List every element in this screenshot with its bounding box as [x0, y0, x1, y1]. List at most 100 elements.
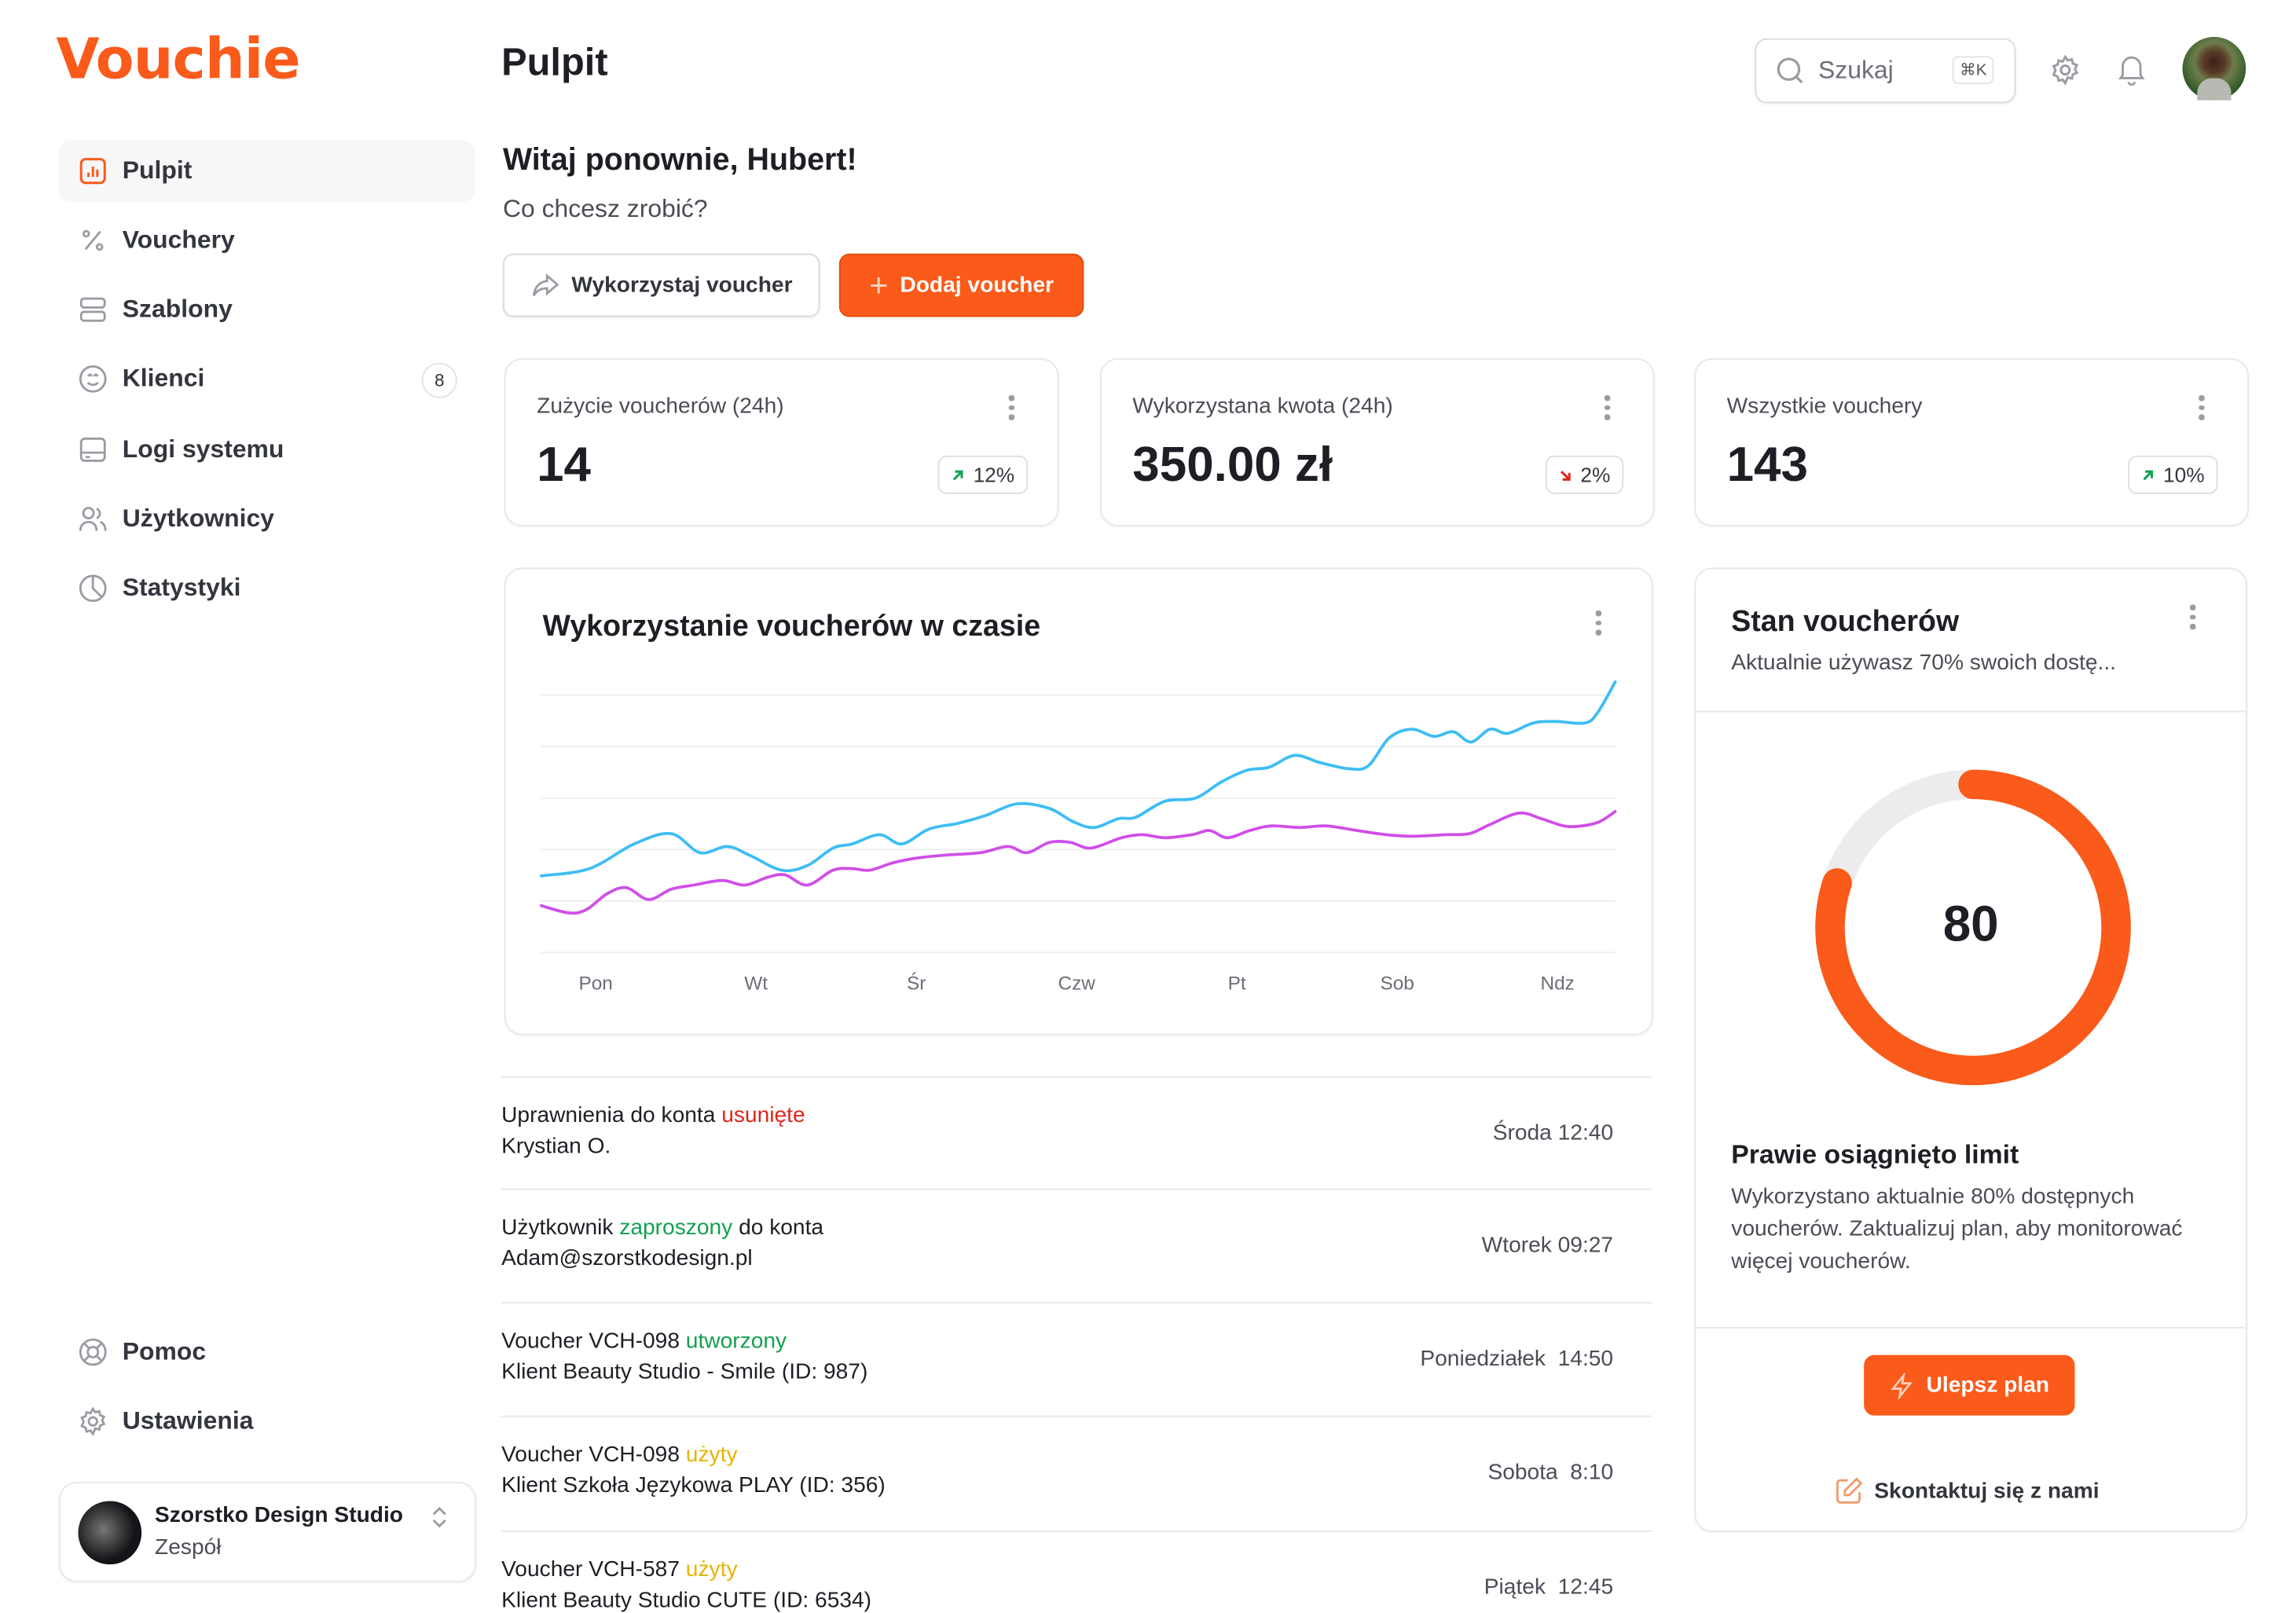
- trend-value: 2%: [1580, 463, 1611, 487]
- sidebar-item-label: Pulpit: [122, 156, 193, 185]
- stat-value: 14: [537, 436, 592, 491]
- share-arrow-icon: [532, 272, 559, 296]
- gauge-value: 80: [1942, 896, 1999, 953]
- divider: [501, 1415, 1652, 1417]
- limit-title: Prawie osiągnięto limit: [1731, 1139, 2019, 1170]
- trend-badge: 2%: [1545, 455, 1624, 494]
- more-options-icon[interactable]: [1604, 394, 1611, 424]
- series-line-1: [539, 680, 1617, 878]
- activity-status: zaproszony: [619, 1215, 733, 1241]
- stat-card: Zużycie voucherów (24h) 14 12%: [504, 358, 1059, 526]
- sidebar-item-vouchery[interactable]: Vouchery: [59, 209, 475, 271]
- divider: [1696, 1327, 2246, 1329]
- sidebar-item-label: Klienci: [122, 364, 205, 393]
- search-shortcut: ⌘K: [1952, 56, 1994, 84]
- more-options-icon[interactable]: [1008, 394, 1015, 424]
- activity-title: Voucher VCH-098 użyty: [501, 1442, 738, 1468]
- sidebar-item-szablony[interactable]: Szablony: [59, 279, 475, 341]
- lightning-icon: [1891, 1372, 1913, 1399]
- divider: [1696, 710, 2246, 713]
- arrow-down-right-icon: [1560, 470, 1571, 480]
- sidebar-item-uzytkownicy[interactable]: Użytkownicy: [59, 488, 475, 550]
- sidebar-item-label: Vouchery: [122, 225, 235, 254]
- logo[interactable]: Vouchie: [56, 26, 300, 92]
- percent-icon: [83, 229, 104, 251]
- gear-icon: [80, 1406, 106, 1436]
- activity-status: użyty: [685, 1556, 738, 1582]
- edit-icon: [1836, 1477, 1863, 1504]
- trend-badge: 12%: [937, 455, 1029, 494]
- upgrade-plan-label: Ulepsz plan: [1926, 1373, 2049, 1399]
- activity-item[interactable]: Uprawnienia do konta usunięte Krystian O…: [501, 1103, 1652, 1159]
- x-tick-label: Wt: [744, 973, 768, 994]
- activity-item[interactable]: Voucher VCH-587 użyty Klient Beauty Stud…: [501, 1557, 1652, 1613]
- activity-item[interactable]: Użytkownik zaproszony do konta Adam@szor…: [501, 1215, 1652, 1270]
- usage-gauge: [1815, 769, 2131, 1086]
- sidebar-item-statystyki[interactable]: Statystyki: [59, 557, 475, 619]
- stat-label: Wykorzystana kwota (24h): [1132, 394, 1393, 419]
- templates-icon: [79, 297, 106, 322]
- add-voucher-button[interactable]: + Dodaj voucher: [838, 253, 1084, 317]
- sidebar-item-label: Szablony: [122, 295, 233, 323]
- sidebar-item-label: Ustawienia: [122, 1406, 254, 1435]
- upgrade-plan-button[interactable]: Ulepsz plan: [1864, 1355, 2075, 1416]
- clients-count-badge: 8: [421, 362, 457, 398]
- redeem-voucher-label: Wykorzystaj voucher: [571, 273, 793, 299]
- team-role: Zespół: [155, 1534, 222, 1560]
- divider: [501, 1302, 1652, 1304]
- activity-status: użyty: [685, 1442, 738, 1468]
- sidebar-item-label: Pomoc: [122, 1337, 207, 1366]
- bar-chart-icon: [79, 158, 106, 185]
- sidebar-item-label: Logi systemu: [122, 434, 284, 464]
- search-icon: [1777, 57, 1803, 84]
- add-voucher-label: Dodaj voucher: [900, 273, 1054, 299]
- avatar[interactable]: [2182, 36, 2246, 101]
- team-name: Szorstko Design Studio: [155, 1502, 404, 1528]
- activity-time: Piątek 12:45: [1484, 1575, 1614, 1600]
- search-input[interactable]: Szukaj ⌘K: [1755, 38, 2016, 104]
- status-title: Stan voucherów: [1731, 606, 1960, 639]
- more-options-icon[interactable]: [2189, 604, 2196, 633]
- sidebar-item-ustawienia[interactable]: Ustawienia: [59, 1391, 475, 1453]
- hard-drive-icon: [79, 437, 106, 462]
- more-options-icon[interactable]: [2199, 394, 2205, 424]
- stat-label: Wszystkie vouchery: [1726, 394, 1923, 419]
- activity-time: Środa 12:40: [1492, 1120, 1614, 1146]
- plus-icon: +: [869, 266, 889, 303]
- x-tick-label: Śr: [907, 972, 926, 994]
- activity-title: Użytkownik zaproszony do konta: [501, 1215, 824, 1241]
- activity-status: usunięte: [721, 1102, 805, 1128]
- trend-badge: 10%: [2128, 455, 2218, 494]
- divider: [501, 1531, 1652, 1532]
- team-switcher[interactable]: Szorstko Design Studio Zespół: [59, 1482, 477, 1582]
- search-placeholder: Szukaj: [1817, 56, 1894, 84]
- more-options-icon[interactable]: [1595, 610, 1602, 640]
- pie-chart-icon: [79, 574, 107, 603]
- sidebar-item-logi-systemu[interactable]: Logi systemu: [59, 419, 475, 481]
- sidebar-item-klienci[interactable]: Klienci 8: [59, 348, 475, 410]
- redeem-voucher-button[interactable]: Wykorzystaj voucher: [502, 253, 820, 317]
- welcome-subtitle: Co chcesz zrobić?: [502, 194, 708, 223]
- activity-time: Wtorek 09:27: [1481, 1232, 1614, 1258]
- series-line-2: [539, 810, 1617, 915]
- activity-subtitle: Klient Szkoła Językowa PLAY (ID: 356): [501, 1472, 886, 1498]
- activity-title: Voucher VCH-587 użyty: [501, 1556, 738, 1582]
- activity-item[interactable]: Voucher VCH-098 użyty Klient Szkoła Języ…: [501, 1442, 1652, 1498]
- chart-title: Wykorzystanie voucherów w czasie: [542, 610, 1041, 643]
- activity-item[interactable]: Voucher VCH-098 utworzony Klient Beauty …: [501, 1329, 1652, 1384]
- activity-subtitle: Krystian O.: [501, 1134, 611, 1160]
- activity-subtitle: Adam@szorstkodesign.pl: [501, 1245, 753, 1271]
- usage-chart-card: Wykorzystanie voucherów w czasie: [504, 567, 1653, 1036]
- activity-subtitle: Klient Beauty Studio - Smile (ID: 987): [501, 1359, 868, 1385]
- activity-time: Poniedziałek 14:50: [1420, 1346, 1614, 1372]
- team-avatar: [78, 1501, 142, 1565]
- stat-value: 350.00 zł: [1132, 436, 1333, 491]
- bell-icon[interactable]: [2116, 53, 2147, 86]
- page-title: Pulpit: [501, 39, 608, 84]
- contact-us-link[interactable]: Skontaktuj się z nami: [1835, 1476, 2100, 1506]
- sidebar-item-pomoc[interactable]: Pomoc: [59, 1322, 475, 1384]
- smile-icon: [79, 365, 107, 393]
- activity-title: Uprawnienia do konta usunięte: [501, 1102, 805, 1128]
- gear-icon[interactable]: [2050, 54, 2081, 86]
- sidebar-item-pulpit[interactable]: Pulpit: [59, 140, 475, 203]
